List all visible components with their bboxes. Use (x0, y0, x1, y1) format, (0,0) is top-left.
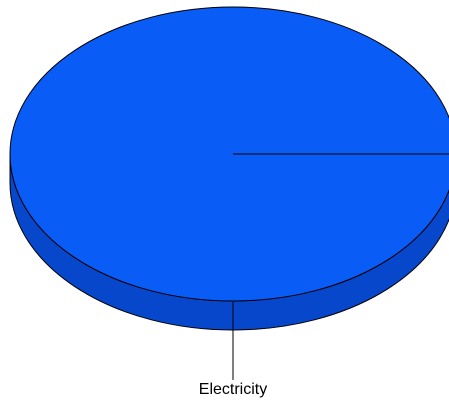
slice-label-electricity: Electricity (199, 381, 267, 398)
